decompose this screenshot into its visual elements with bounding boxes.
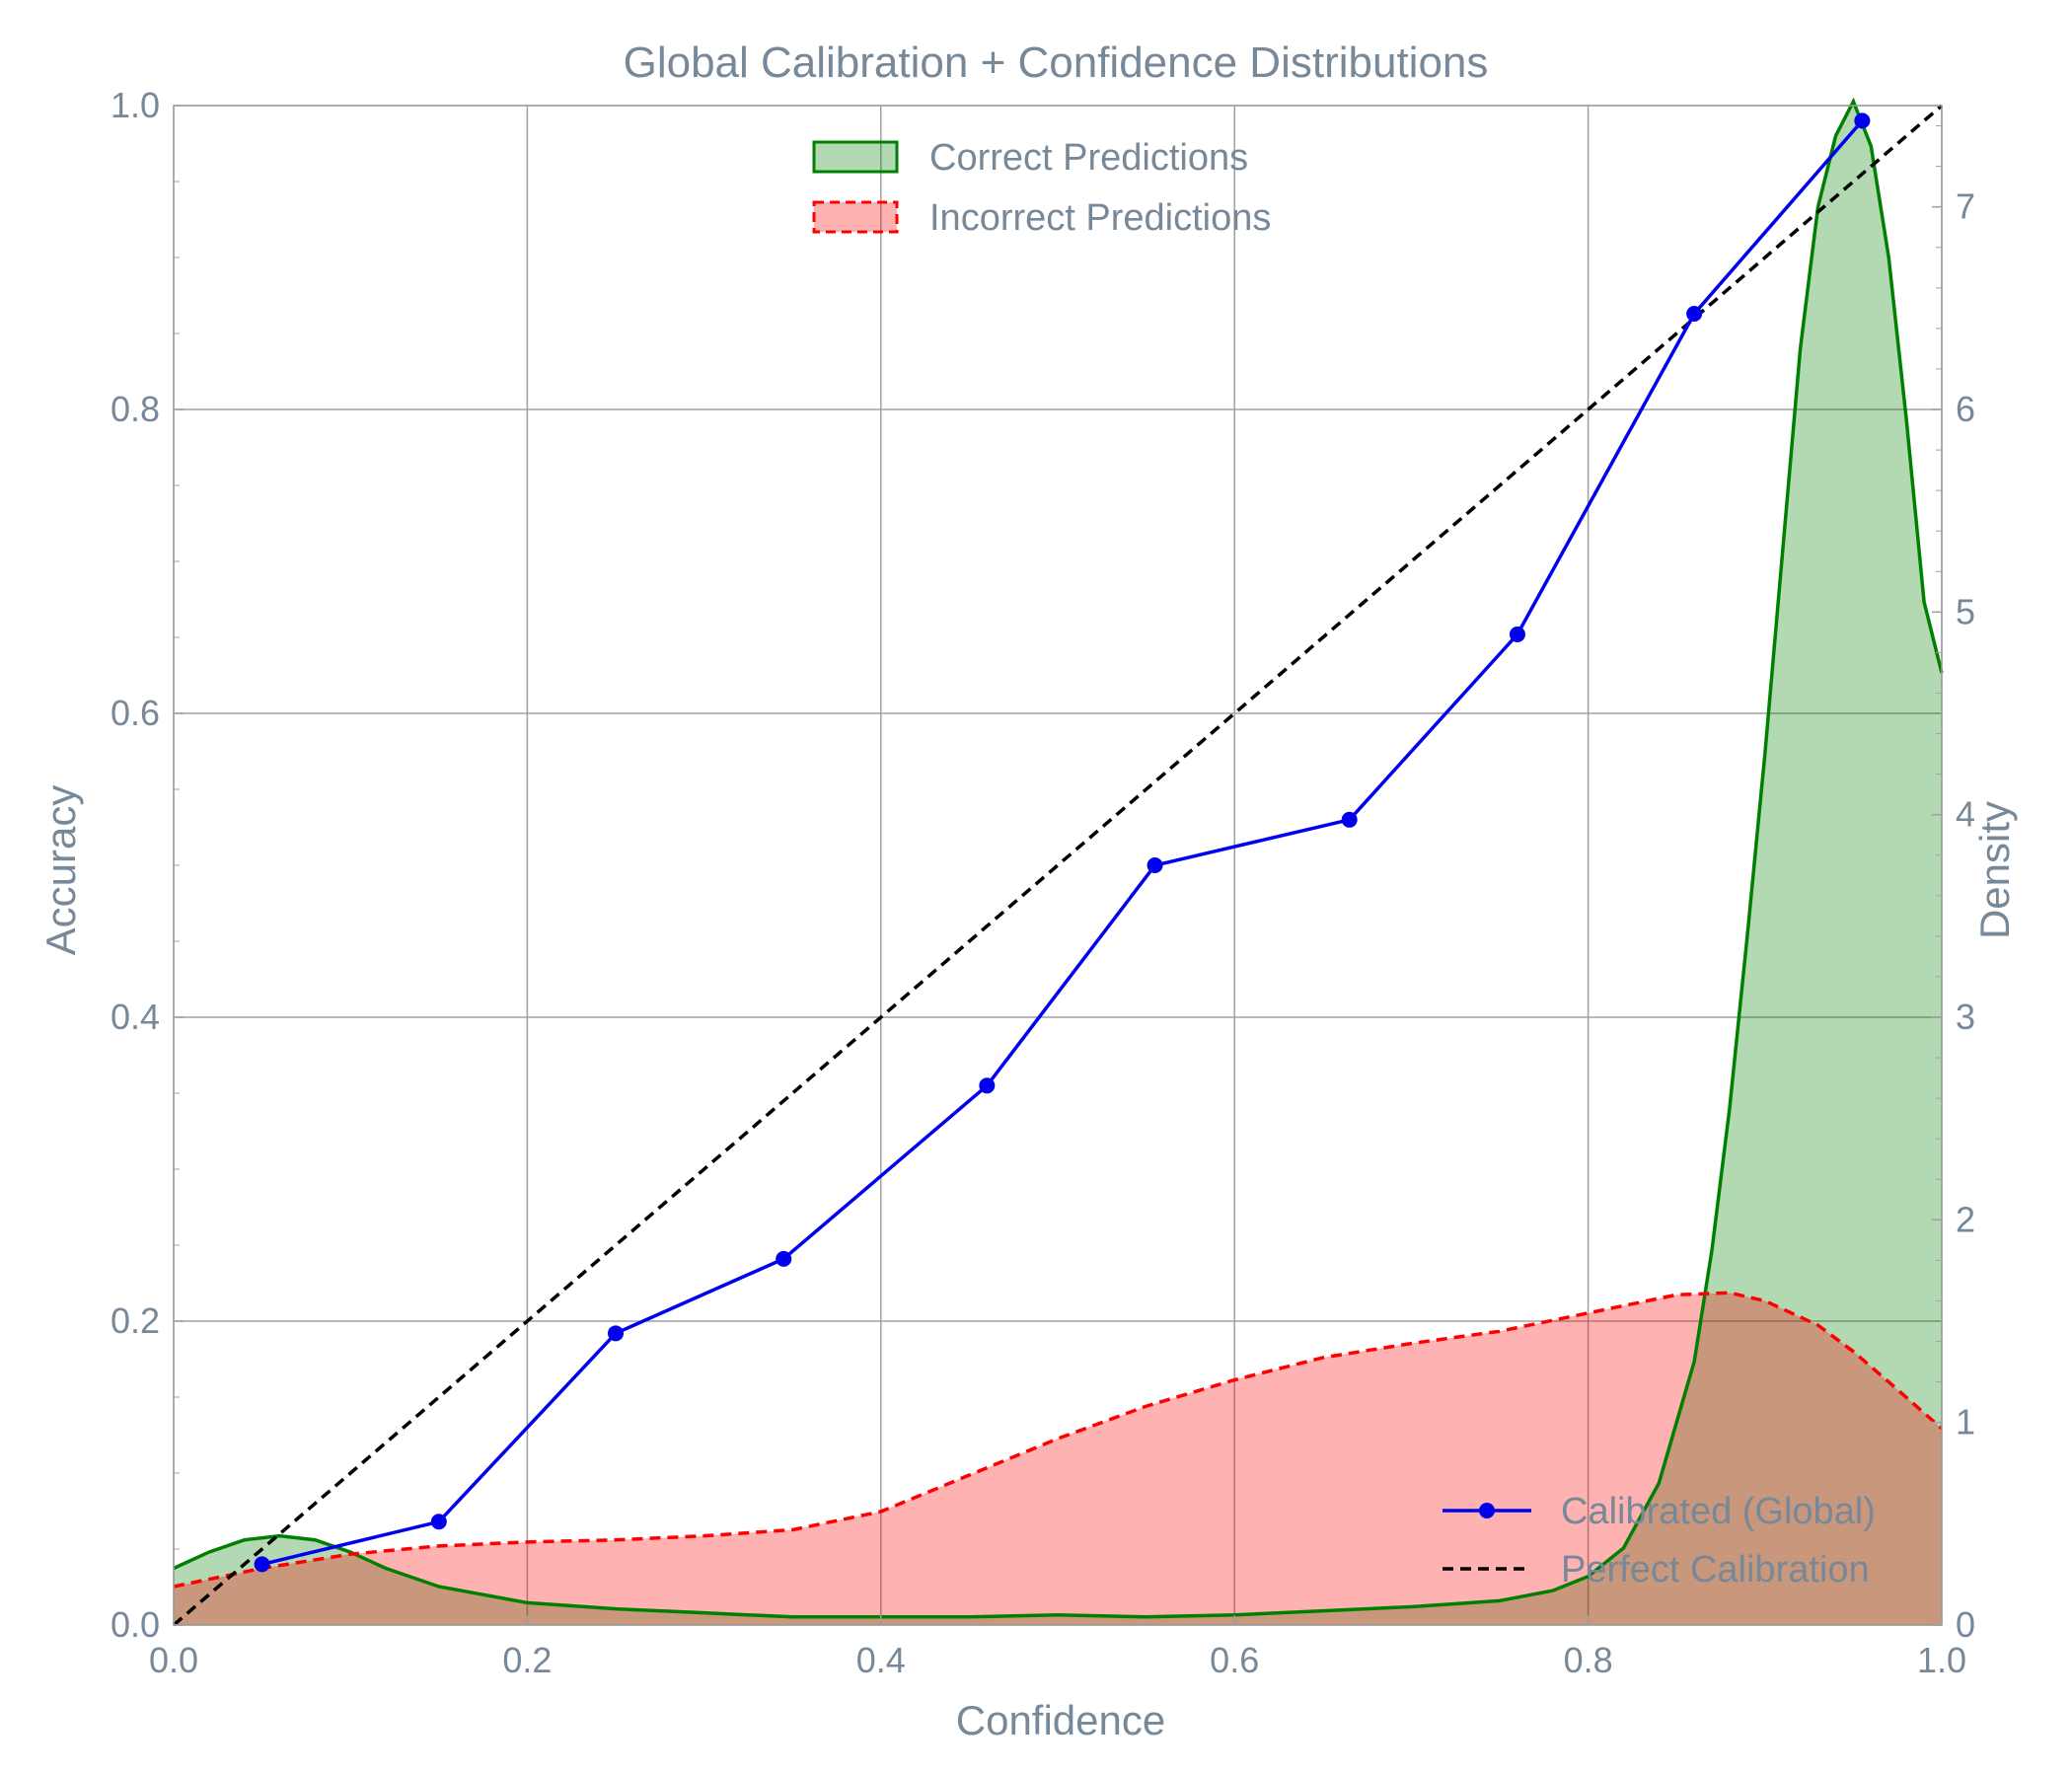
perfect-calibration-line	[172, 104, 1944, 1627]
legend-swatch-incorrect	[812, 200, 899, 234]
x-tick-label: 0.4	[856, 1640, 906, 1680]
legend-density: Correct Predictions Incorrect Prediction…	[812, 137, 1271, 239]
tick-labels: 0.0 0.2 0.4 0.6 0.8 1.00.00.20.40.60.81.00123…	[111, 85, 1975, 1680]
x-tick-label: 0.6	[1210, 1640, 1259, 1680]
y2-tick-label: 3	[1956, 997, 1975, 1037]
y-tick-label: 0.2	[111, 1300, 160, 1341]
calibrated-point	[1686, 305, 1703, 322]
y2-tick-label: 6	[1956, 389, 1975, 429]
axes	[173, 105, 1943, 1626]
calibrated-point	[776, 1250, 792, 1267]
y-tick-label: 0.0	[111, 1604, 160, 1645]
y-tick-label: 0.6	[111, 693, 160, 733]
x-tick-label: 0.0	[149, 1640, 198, 1680]
calibration-lines	[172, 104, 1944, 1627]
legend-calibration: Calibrated (Global) Perfect Calibration	[1443, 1491, 1876, 1591]
x-tick-label: 1.0	[1917, 1640, 1966, 1680]
x-axis-label: Confidence	[956, 1697, 1165, 1743]
calibrated-point	[1509, 626, 1525, 642]
y2-tick-label: 1	[1956, 1402, 1975, 1443]
y2-tick-label: 2	[1956, 1199, 1975, 1239]
density-area-correct	[174, 101, 1942, 1626]
calibrated-point	[1341, 811, 1358, 828]
calibrated-point	[1147, 857, 1163, 873]
calibrated-point	[1854, 112, 1871, 129]
y-tick-label: 0.8	[111, 389, 160, 429]
grid-lines	[173, 105, 1943, 1626]
legend-label-correct: Correct Predictions	[929, 137, 1248, 179]
y2-tick-label: 0	[1956, 1604, 1975, 1645]
legend-label-perfect: Perfect Calibration	[1561, 1549, 1870, 1591]
y-tick-label: 1.0	[111, 85, 160, 125]
legend-swatch-correct	[812, 140, 899, 174]
calibrated-point	[979, 1077, 996, 1094]
y2-tick-label: 5	[1956, 591, 1975, 631]
calibrated-point	[430, 1514, 447, 1530]
y2-tick-label: 4	[1956, 794, 1975, 835]
chart-title: Global Calibration + Confidence Distribu…	[624, 38, 1489, 87]
calibrated-point	[254, 1556, 270, 1573]
density-curve-incorrect	[173, 1291, 1944, 1589]
legend-label-incorrect: Incorrect Predictions	[929, 197, 1271, 239]
y-tick-label: 0.4	[111, 997, 160, 1037]
density-area-incorrect	[174, 1293, 1942, 1625]
y2-tick-label: 7	[1956, 186, 1975, 227]
calibrated-line	[261, 119, 1864, 1567]
x-tick-label: 0.8	[1564, 1640, 1613, 1680]
y-axis-label: Accuracy	[37, 785, 84, 956]
x-tick-label: 0.2	[502, 1640, 552, 1680]
legend-marker-calibrated	[1479, 1503, 1495, 1518]
legend-label-calibrated: Calibrated (Global)	[1561, 1491, 1876, 1532]
y2-axis-label: Density	[1971, 801, 2018, 939]
calibrated-point	[608, 1325, 624, 1342]
